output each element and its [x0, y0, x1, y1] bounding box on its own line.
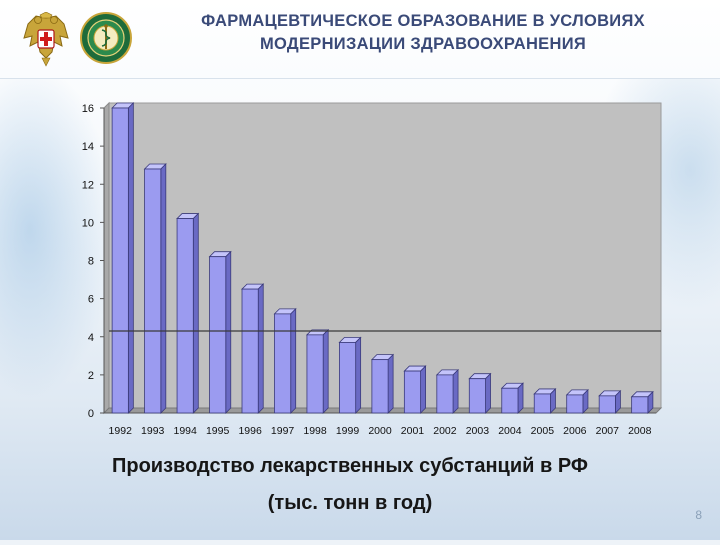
slide-header: ФАРМАЦЕВТИЧЕСКОЕ ОБРАЗОВАНИЕ В УСЛОВИЯХ …: [0, 0, 720, 79]
y-tick-label: 10: [82, 217, 94, 229]
x-tick-label: 2001: [401, 425, 425, 437]
medical-seal-icon: [80, 12, 132, 64]
page-title: ФАРМАЦЕВТИЧЕСКОЕ ОБРАЗОВАНИЕ В УСЛОВИЯХ …: [138, 10, 708, 56]
bar: [598, 395, 616, 414]
x-tick-label: 2008: [628, 425, 652, 437]
x-tick-label: 1996: [238, 425, 262, 437]
title-line-1: ФАРМАЦЕВТИЧЕСКОЕ ОБРАЗОВАНИЕ В УСЛОВИЯХ: [201, 12, 645, 30]
x-tick-label: 1992: [109, 425, 133, 437]
bar-side: [485, 372, 491, 414]
x-tick-label: 1997: [271, 425, 295, 437]
x-tick-label: 2004: [498, 425, 522, 437]
x-tick-label: 1999: [336, 425, 360, 437]
bar: [468, 378, 486, 414]
bar-side: [160, 163, 167, 414]
x-tick-label: 2000: [368, 425, 392, 437]
bar-side: [257, 283, 264, 414]
x-tick-label: 1993: [141, 425, 165, 437]
bar-side: [290, 307, 297, 414]
coat-of-arms-eagle-icon: [23, 12, 69, 67]
bar: [144, 168, 162, 414]
bar-side: [387, 353, 394, 414]
caption-line-1: Производство лекарственных субстанций в …: [112, 455, 588, 477]
bar-side: [517, 382, 524, 414]
bar: [436, 374, 454, 414]
y-tick-label: 6: [88, 294, 94, 306]
y-tick-label: 16: [82, 103, 94, 115]
bar: [371, 359, 389, 414]
x-tick-label: 2003: [466, 425, 490, 437]
bar-side: [225, 250, 232, 414]
x-tick-label: 2002: [433, 425, 457, 437]
bar-side: [322, 328, 329, 414]
bar: [631, 396, 649, 414]
x-tick-label: 2005: [531, 425, 555, 437]
title-line-2: МОДЕРНИЗАЦИИ ЗДРАВООХРАНЕНИЯ: [259, 35, 587, 53]
bar: [241, 288, 259, 414]
x-tick-label: 1994: [173, 425, 197, 437]
bar: [403, 370, 421, 414]
bar-side: [452, 368, 459, 414]
y-tick-label: 14: [82, 141, 94, 153]
bar-side: [420, 365, 426, 414]
y-tick-label: 2: [88, 370, 94, 382]
page-number: 8: [695, 508, 702, 522]
plot-side-wall: [103, 101, 110, 415]
bar-side: [192, 212, 199, 414]
y-tick-label: 8: [88, 256, 94, 268]
x-tick-label: 2006: [563, 425, 587, 437]
bar: [501, 387, 519, 414]
chart-caption: Производство лекарственных субстанций в …: [60, 448, 640, 522]
x-tick-label: 2007: [596, 425, 620, 437]
bar: [209, 256, 227, 414]
y-tick-label: 12: [82, 179, 94, 191]
bar: [274, 313, 292, 414]
y-tick-label: 4: [88, 332, 94, 344]
bar-side: [127, 102, 134, 414]
bar: [176, 218, 194, 414]
bar: [566, 394, 584, 414]
x-tick-label: 1995: [206, 425, 230, 437]
bar-side: [355, 336, 362, 414]
y-tick-label: 0: [88, 408, 94, 420]
bar: [339, 342, 357, 414]
bar: [533, 393, 551, 414]
bar: [111, 107, 129, 414]
x-tick-label: 1998: [303, 425, 327, 437]
caption-line-2: (тыс. тонн в год): [267, 492, 433, 514]
bar: [306, 334, 324, 414]
